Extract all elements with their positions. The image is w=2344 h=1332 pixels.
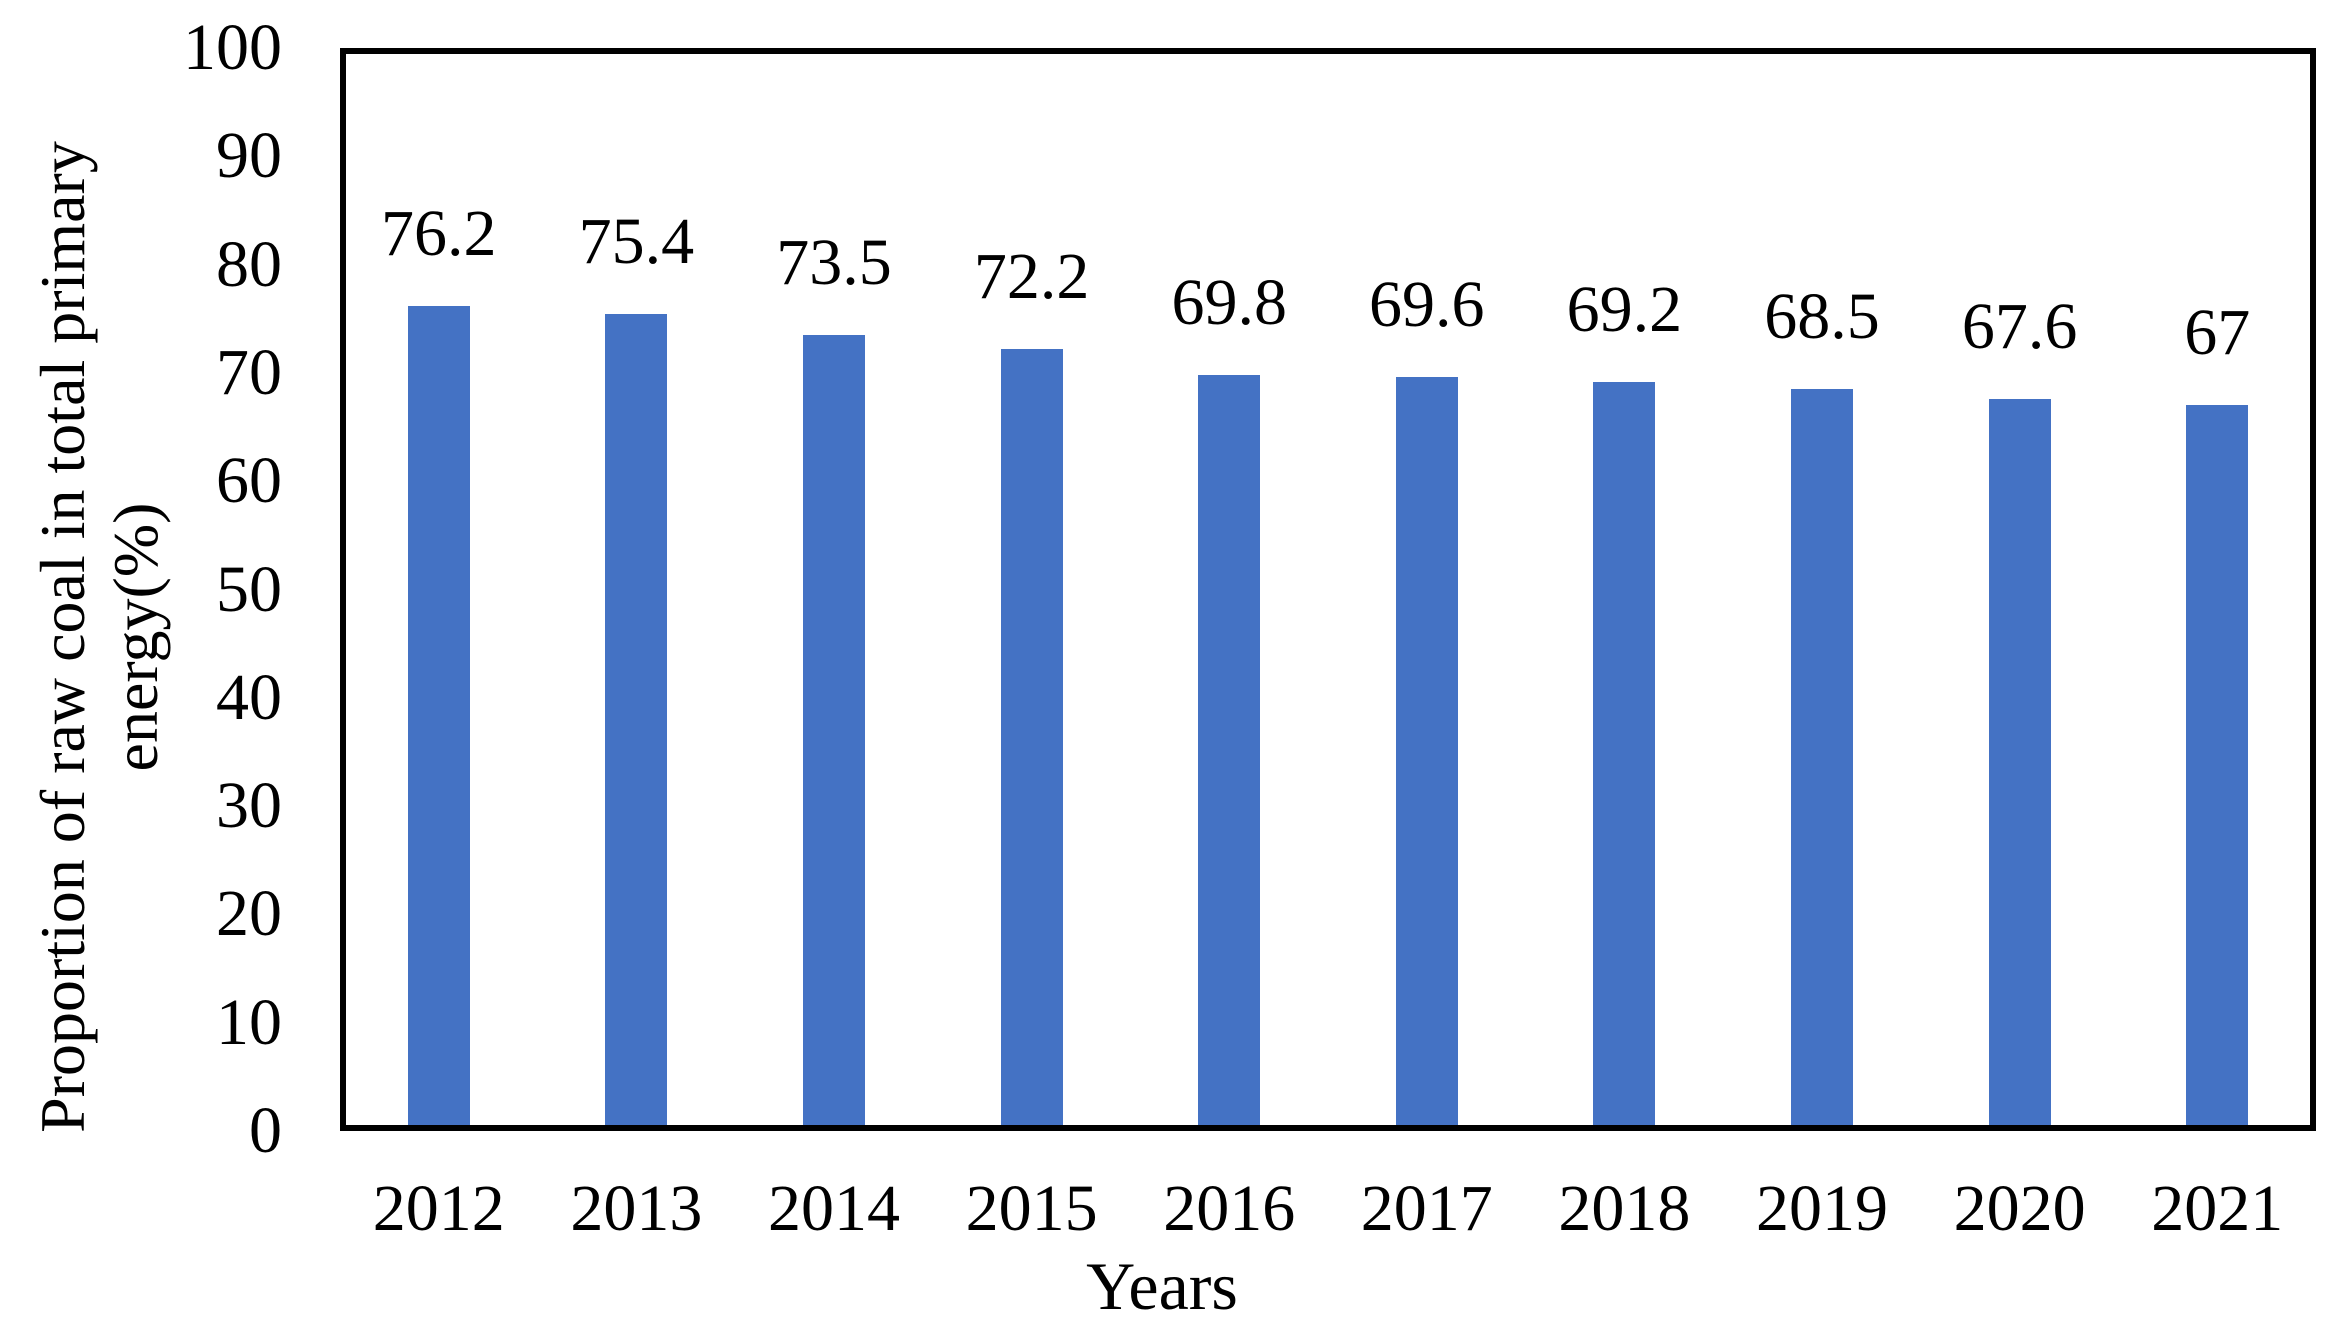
- x-tick-label: 2015: [965, 1172, 1098, 1245]
- x-tick-label: 2012: [372, 1172, 505, 1245]
- y-axis-title-line-1: Proportion of raw coal in total primary: [27, 141, 98, 1133]
- x-tick-label: 2016: [1163, 1172, 1296, 1245]
- x-tick-label: 2021: [2151, 1172, 2284, 1245]
- bar-2019: [1791, 389, 1853, 1125]
- bar-2021: [2186, 405, 2249, 1125]
- bar-value-label: 76.2: [381, 196, 497, 270]
- bar-value-label: 67.6: [1961, 289, 2078, 363]
- bar-2012: [407, 305, 470, 1125]
- bar-value-label: 72.2: [973, 240, 1090, 314]
- bar-value-label: 67: [2184, 296, 2251, 370]
- y-tick-label: 50: [216, 552, 282, 626]
- y-tick-label: 10: [216, 985, 282, 1059]
- bar-value-label: 69.6: [1369, 268, 1485, 342]
- y-tick-label: 40: [216, 660, 282, 734]
- bar-2014: [803, 334, 865, 1125]
- bar-2016: [1198, 375, 1261, 1125]
- y-tick-label: 100: [183, 11, 282, 84]
- bar-value-label: 68.5: [1764, 280, 1880, 354]
- bar-2020: [1988, 398, 2051, 1125]
- bar-value-label: 73.5: [776, 225, 892, 299]
- bar-2018: [1593, 381, 1656, 1125]
- y-tick-label: 0: [249, 1094, 282, 1167]
- x-tick-label: 2013: [570, 1172, 703, 1245]
- y-axis-title-line-2: energy(%): [100, 502, 171, 772]
- x-tick-label: 2020: [1953, 1172, 2086, 1245]
- bar-value-label: 69.8: [1171, 266, 1287, 340]
- y-tick-label: 80: [216, 227, 282, 301]
- bar-2015: [1000, 349, 1063, 1125]
- bar-value-label: 75.4: [578, 205, 695, 279]
- y-tick-label: 30: [216, 769, 282, 843]
- y-tick-label: 90: [216, 119, 282, 193]
- x-tick-label: 2019: [1756, 1172, 1888, 1245]
- bar-2017: [1395, 377, 1458, 1125]
- x-axis-title: Years: [1086, 1248, 1238, 1324]
- x-tick-label: 2018: [1558, 1172, 1691, 1245]
- bar-value-label: 69.2: [1566, 272, 1683, 346]
- x-tick-label: 2017: [1360, 1172, 1493, 1245]
- y-tick-label: 60: [216, 444, 282, 518]
- y-tick-label: 20: [216, 877, 282, 951]
- y-axis-title: Proportion of raw coal in total primary …: [26, 0, 176, 1287]
- y-tick-label: 70: [216, 335, 282, 409]
- plot-area: [340, 48, 2316, 1131]
- x-tick-label: 2014: [768, 1172, 900, 1245]
- bar-2013: [605, 314, 668, 1125]
